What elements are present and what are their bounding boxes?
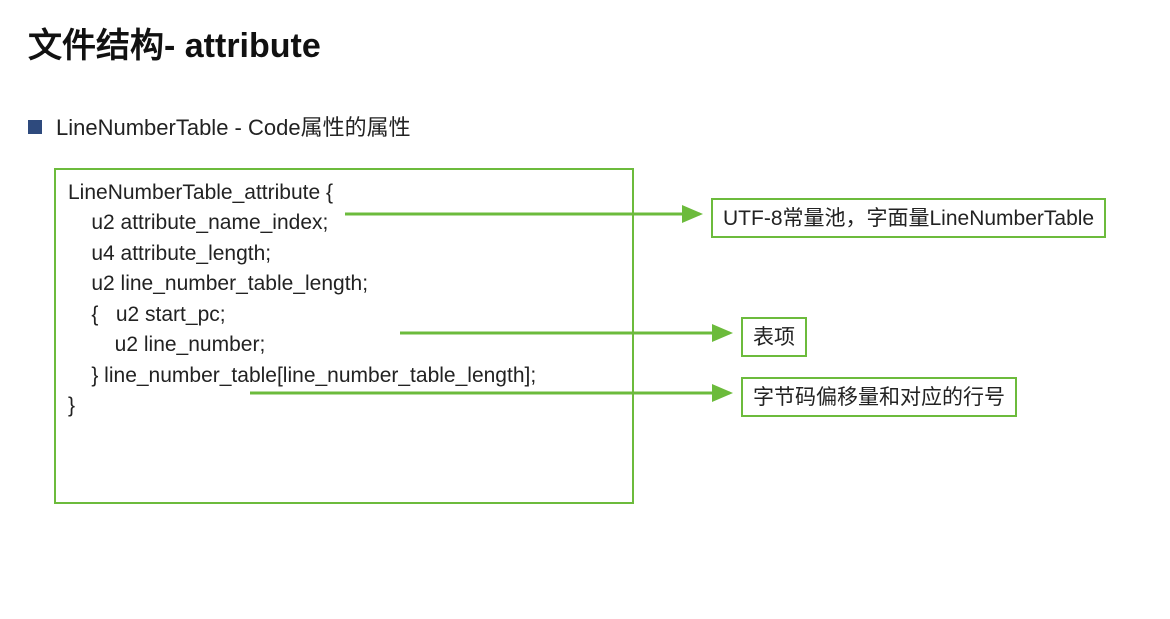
slide-title: 文件结构- attribute [28,18,321,67]
code-line: u2 line_number_table_length; [68,269,620,299]
code-line: LineNumberTable_attribute { [68,178,620,208]
code-line: u2 attribute_name_index; [68,208,620,238]
bullet-row: LineNumberTable - Code属性的属性 [28,110,411,142]
annotation-pc: 字节码偏移量和对应的行号 [741,377,1017,417]
code-line: } line_number_table[line_number_table_le… [68,361,620,391]
code-line: u2 line_number; [68,330,620,360]
code-line: u4 attribute_length; [68,239,620,269]
code-line: { u2 start_pc; [68,300,620,330]
code-line: } [68,391,620,421]
code-box: LineNumberTable_attribute { u2 attribute… [54,168,634,504]
bullet-square-icon [28,120,42,134]
slide: 文件结构- attribute LineNumberTable - Code属性… [0,0,1170,619]
annotation-items: 表项 [741,317,807,357]
annotation-utf8: UTF-8常量池，字面量LineNumberTable [711,198,1106,238]
bullet-text: LineNumberTable - Code属性的属性 [56,110,411,142]
